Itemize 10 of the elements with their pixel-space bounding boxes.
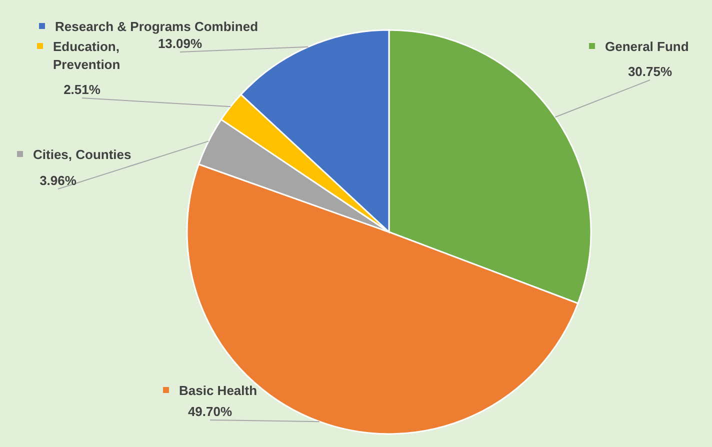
legend-label: Education, Prevention [53,39,120,72]
legend-label: General Fund [605,39,689,54]
data-label: 13.09% [158,36,202,51]
data-label: 2.51% [64,82,101,97]
legend-label: Basic Health [179,383,258,398]
data-label: 49.70% [188,404,232,419]
data-label: 30.75% [628,64,672,79]
legend-label: Research & Programs Combined [55,19,258,34]
legend-label: Cities, Counties [33,147,132,162]
data-label: 3.96% [40,173,77,188]
